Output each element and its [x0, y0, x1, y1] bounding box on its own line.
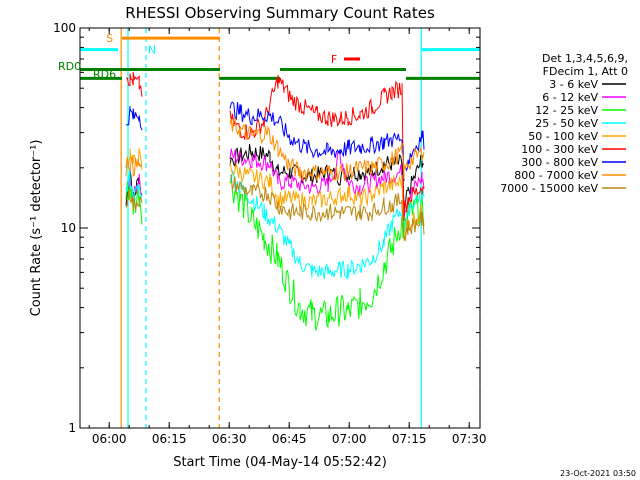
legend-entry-label: 7000 - 15000 keV: [500, 182, 598, 195]
legend-entry-label: 300 - 800 keV: [521, 156, 598, 169]
series-line-7: [125, 117, 425, 181]
series-line-4: [125, 148, 425, 242]
x-tick-label: 06:30: [212, 432, 247, 446]
y-tick-label: 100: [53, 21, 76, 35]
flag-label-n: N: [148, 44, 156, 57]
x-tick-label: 07:15: [392, 432, 427, 446]
legend-entry-label: 12 - 25 keV: [535, 104, 598, 117]
x-axis-label: Start Time (04-May-14 05:52:42): [173, 455, 387, 470]
x-tick-label: 07:00: [332, 432, 367, 446]
flag-label-s: S: [106, 32, 113, 45]
legend-entry-label: 800 - 7000 keV: [514, 169, 598, 182]
series-line-6: [125, 101, 425, 181]
series-line-1: [125, 148, 425, 219]
rd0-side-label: RD0: [58, 60, 81, 73]
chart-title: RHESSI Observing Summary Count Rates: [125, 4, 435, 22]
legend: Det 1,3,4,5,6,9,FDecim 1, Att 03 - 6 keV…: [500, 52, 628, 195]
y-axis-label: Count Rate (s⁻¹ detector⁻¹): [29, 140, 44, 317]
legend-entry-label: 3 - 6 keV: [549, 78, 598, 91]
footer-date: 23-Oct-2021 03:50: [560, 469, 636, 478]
legend-header: Det 1,3,4,5,6,9,: [542, 52, 628, 65]
series-line-8: [125, 174, 425, 242]
rd6-side-label: RD6: [93, 68, 116, 81]
y-tick-label: 1: [68, 421, 76, 435]
y-tick-label: 10: [61, 221, 76, 235]
series-line-5: [125, 72, 425, 221]
legend-entry-label: 100 - 300 keV: [521, 143, 598, 156]
x-tick-label: 06:45: [272, 432, 307, 446]
legend-entry-label: 25 - 50 keV: [535, 117, 598, 130]
legend-entry-label: 6 - 12 keV: [542, 91, 598, 104]
x-tick-label: 07:30: [452, 432, 487, 446]
x-tick-label: 06:15: [152, 432, 187, 446]
legend-header: FDecim 1, Att 0: [543, 65, 628, 78]
x-tick-label: 06:00: [92, 432, 127, 446]
flag-label-f: F: [331, 53, 337, 66]
legend-entry-label: 50 - 100 keV: [528, 130, 598, 143]
